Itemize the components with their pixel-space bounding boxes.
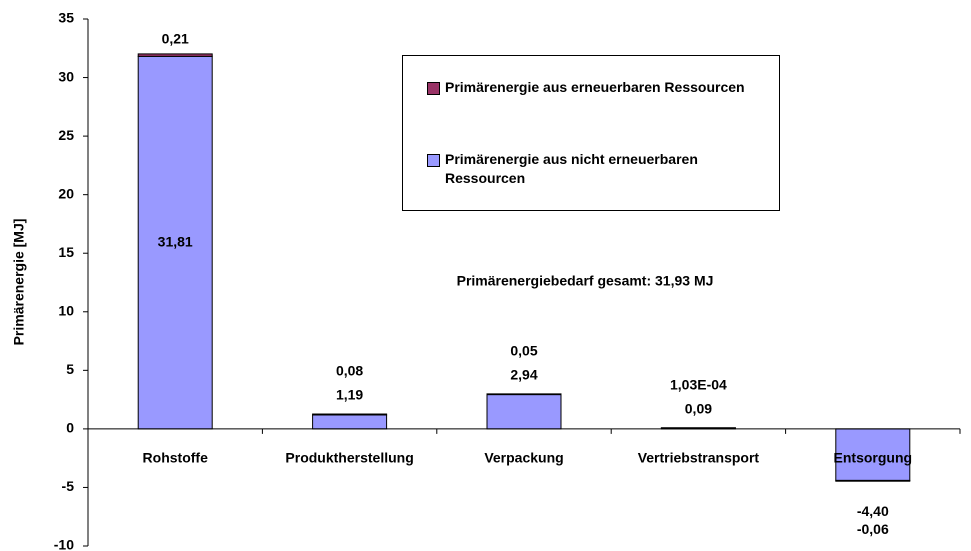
- value-label: 2,94: [510, 367, 537, 383]
- annotation: Primärenergiebedarf gesamt: 31,93 MJ: [457, 273, 714, 289]
- y-tick-label: 5: [66, 361, 74, 377]
- bar-segment: [312, 414, 388, 430]
- x-tick-label: Rohstoffe: [143, 450, 209, 466]
- legend: Primärenergie aus erneuerbaren Ressource…: [402, 55, 780, 211]
- x-tick-label: Entsorgung: [834, 450, 913, 466]
- value-label: 0,08: [336, 363, 363, 379]
- y-tick-label: 10: [58, 302, 74, 318]
- bar-segment: [835, 479, 911, 482]
- value-label: 1,03E-04: [670, 377, 727, 393]
- y-tick-label: 30: [58, 68, 74, 84]
- legend-entry: Primärenergie aus nicht erneuerbaren Res…: [427, 150, 775, 188]
- y-tick-label: -5: [62, 478, 75, 494]
- legend-swatch: [427, 154, 440, 167]
- value-label: 1,19: [336, 387, 363, 403]
- legend-label: Primärenergie aus erneuerbaren Ressource…: [445, 79, 745, 95]
- bar-segment: [312, 413, 388, 416]
- bar-segment: [137, 53, 213, 57]
- y-tick-label: 15: [58, 244, 74, 260]
- bar-segment: [486, 393, 562, 430]
- legend-label: Primärenergie aus nicht erneuerbaren Res…: [445, 151, 698, 186]
- legend-entry: Primärenergie aus erneuerbaren Ressource…: [427, 78, 775, 97]
- value-label: 0,21: [162, 31, 189, 47]
- y-tick-label: -10: [54, 537, 74, 551]
- y-tick-label: 20: [58, 185, 74, 201]
- y-tick-label: 35: [58, 10, 74, 26]
- value-label: 0,05: [510, 343, 537, 359]
- x-tick-label: Vertriebstransport: [638, 450, 760, 466]
- value-label: -4,40: [857, 503, 889, 519]
- legend-swatch: [427, 82, 440, 95]
- value-label: -0,06: [857, 521, 889, 537]
- bar-segment: [486, 393, 562, 396]
- y-tick-label: 25: [58, 127, 74, 143]
- value-label: 0,09: [685, 401, 712, 417]
- y-axis-label: Primärenergie [MJ]: [11, 219, 27, 346]
- x-tick-label: Verpackung: [484, 450, 563, 466]
- x-tick-label: Produktherstellung: [285, 450, 413, 466]
- bar-segment: [137, 55, 213, 430]
- y-tick-label: 0: [66, 420, 74, 436]
- value-label: 31,81: [158, 233, 193, 249]
